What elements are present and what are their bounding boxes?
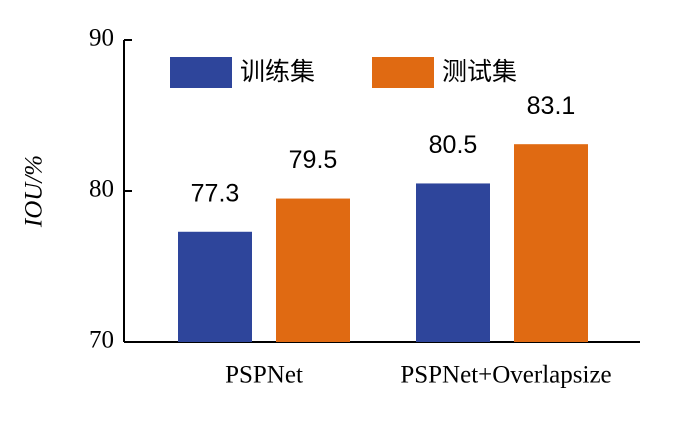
y-tick-label: 70 — [89, 327, 114, 354]
legend-swatch — [170, 57, 232, 88]
legend-label: 测试集 — [442, 57, 517, 86]
bar — [178, 231, 252, 342]
x-tick-label: PSPNet — [225, 362, 303, 389]
legend-swatch — [372, 57, 434, 88]
value-label: 83.1 — [527, 92, 576, 120]
value-label: 77.3 — [191, 179, 240, 207]
y-tick-label: 90 — [89, 25, 114, 52]
bar — [276, 198, 350, 342]
y-tick-label: 80 — [89, 176, 114, 203]
y-axis-label: IOU/% — [21, 155, 48, 228]
legend-label: 训练集 — [240, 57, 315, 86]
bar — [514, 144, 588, 342]
value-label: 80.5 — [429, 131, 478, 159]
value-label: 79.5 — [289, 146, 338, 174]
x-tick-label: PSPNet+Overlapsize — [400, 362, 611, 389]
bar — [416, 183, 490, 342]
